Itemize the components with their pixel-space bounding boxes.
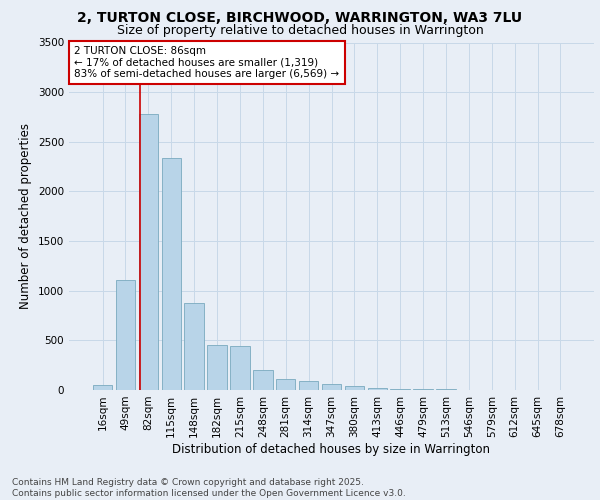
Bar <box>322 384 341 390</box>
Bar <box>161 158 181 390</box>
Bar <box>253 370 272 390</box>
Bar <box>184 302 204 390</box>
Text: 2, TURTON CLOSE, BIRCHWOOD, WARRINGTON, WA3 7LU: 2, TURTON CLOSE, BIRCHWOOD, WARRINGTON, … <box>77 11 523 25</box>
Bar <box>208 346 227 390</box>
Text: Contains HM Land Registry data © Crown copyright and database right 2025.
Contai: Contains HM Land Registry data © Crown c… <box>12 478 406 498</box>
Bar <box>230 346 250 390</box>
Bar <box>139 114 158 390</box>
Bar <box>413 389 433 390</box>
Text: Size of property relative to detached houses in Warrington: Size of property relative to detached ho… <box>116 24 484 37</box>
Bar <box>391 388 410 390</box>
Text: 2 TURTON CLOSE: 86sqm
← 17% of detached houses are smaller (1,319)
83% of semi-d: 2 TURTON CLOSE: 86sqm ← 17% of detached … <box>74 46 340 79</box>
Bar <box>299 381 319 390</box>
Bar <box>93 385 112 390</box>
X-axis label: Distribution of detached houses by size in Warrington: Distribution of detached houses by size … <box>173 442 491 456</box>
Y-axis label: Number of detached properties: Number of detached properties <box>19 123 32 309</box>
Bar <box>276 379 295 390</box>
Bar <box>344 386 364 390</box>
Bar <box>116 280 135 390</box>
Bar <box>368 388 387 390</box>
